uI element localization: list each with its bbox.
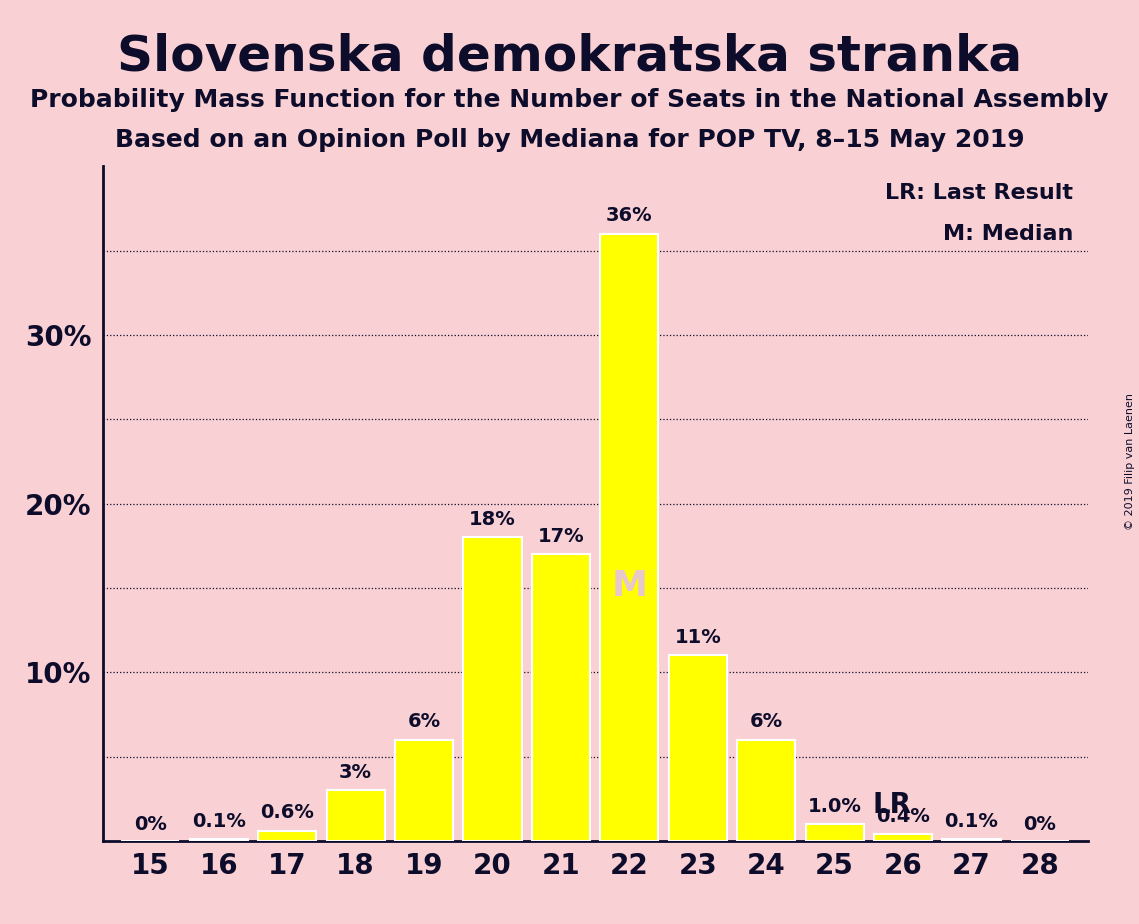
Text: 6%: 6%	[749, 712, 782, 731]
Bar	[942, 839, 1000, 841]
Text: 0.6%: 0.6%	[261, 803, 314, 822]
Text: M: Median: M: Median	[943, 224, 1073, 244]
Text: Slovenska demokratska stranka: Slovenska demokratska stranka	[117, 32, 1022, 80]
Text: Based on an Opinion Poll by Mediana for POP TV, 8–15 May 2019: Based on an Opinion Poll by Mediana for …	[115, 128, 1024, 152]
Text: 0%: 0%	[134, 815, 166, 834]
Text: 1.0%: 1.0%	[808, 796, 861, 816]
Text: 0.1%: 0.1%	[944, 811, 999, 831]
Text: 36%: 36%	[606, 206, 653, 225]
Bar	[259, 831, 317, 841]
Text: 6%: 6%	[408, 712, 441, 731]
Text: LR: Last Result: LR: Last Result	[885, 183, 1073, 203]
Text: 11%: 11%	[674, 628, 721, 647]
Bar	[190, 839, 248, 841]
Text: © 2019 Filip van Laenen: © 2019 Filip van Laenen	[1125, 394, 1134, 530]
Text: 0%: 0%	[1024, 815, 1056, 834]
Text: LR: LR	[872, 791, 911, 819]
Bar	[805, 824, 863, 841]
Text: Probability Mass Function for the Number of Seats in the National Assembly: Probability Mass Function for the Number…	[31, 88, 1108, 112]
Bar	[874, 834, 932, 841]
Text: 0.1%: 0.1%	[191, 811, 246, 831]
Text: M: M	[612, 569, 647, 602]
Text: 0.4%: 0.4%	[876, 807, 929, 826]
Text: 18%: 18%	[469, 510, 516, 529]
Bar	[395, 739, 453, 841]
Bar	[737, 739, 795, 841]
Bar	[600, 234, 658, 841]
Bar	[669, 655, 727, 841]
Bar	[464, 538, 522, 841]
Bar	[327, 790, 385, 841]
Bar	[532, 554, 590, 841]
Text: 3%: 3%	[339, 763, 372, 782]
Text: 17%: 17%	[538, 527, 584, 546]
